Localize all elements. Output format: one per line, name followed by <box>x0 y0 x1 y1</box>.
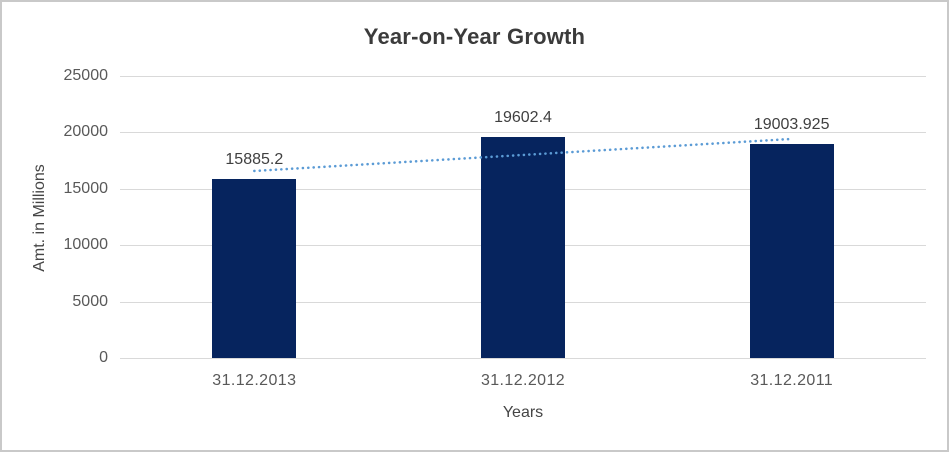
bar-31.12.2013 <box>212 178 297 358</box>
data-label-31.12.2011: 19003.925 <box>753 115 830 133</box>
data-label-31.12.2013: 15885.2 <box>225 150 284 168</box>
x-tick-label-31.12.2013: 31.12.2013 <box>212 372 297 389</box>
bar-31.12.2011 <box>749 143 834 358</box>
x-tick-label-31.12.2012: 31.12.2012 <box>480 372 566 389</box>
y-tick-label: 15000 <box>63 179 109 197</box>
y-tick-label: 10000 <box>63 236 109 254</box>
gridline-20000 <box>120 132 926 134</box>
gridline-25000 <box>120 76 926 77</box>
data-label-31.12.2012: 19602.4 <box>494 108 552 126</box>
x-tick-label-31.12.2011: 31.12.2011 <box>750 372 834 389</box>
x-axis-title: Years <box>502 404 544 421</box>
gridline-0 <box>120 358 926 359</box>
y-tick-label: 25000 <box>63 67 109 84</box>
y-tick-label: 20000 <box>63 123 109 141</box>
y-tick-label: 5000 <box>72 292 108 310</box>
chart-title: Year-on-Year Growth <box>363 24 586 49</box>
bar-31.12.2012 <box>481 136 565 358</box>
y-tick-label: 0 <box>99 349 108 366</box>
